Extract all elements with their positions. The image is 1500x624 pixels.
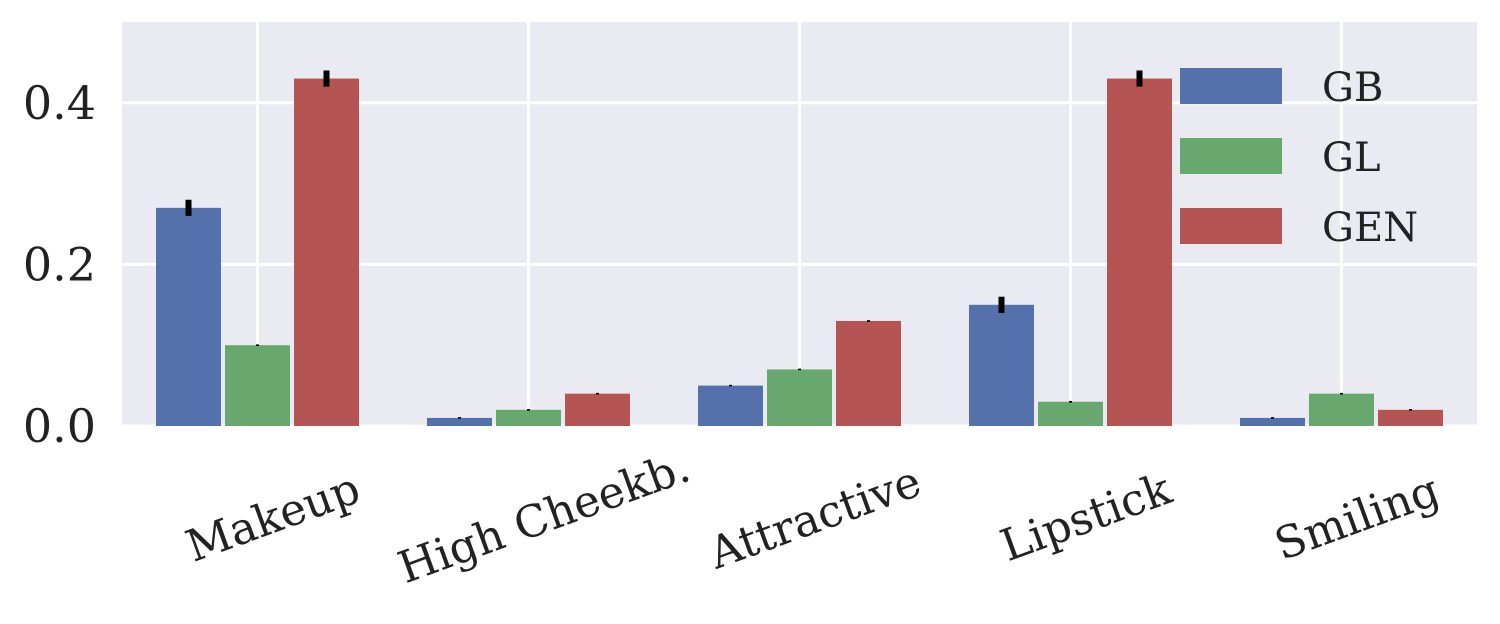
bar-gen [565, 393, 630, 426]
x-tick-label: High Cheekb. [392, 441, 697, 594]
bar-gb [1240, 417, 1305, 426]
bar-gb [698, 385, 763, 426]
bar-gl [496, 409, 561, 426]
bar-gl [1309, 393, 1374, 426]
y-tick-label: 0.0 [23, 399, 96, 453]
y-tick-label: 0.2 [23, 237, 96, 291]
legend-swatch-gen [1180, 208, 1282, 244]
legend-label: GL [1322, 135, 1381, 181]
y-tick-label: 0.4 [23, 76, 96, 130]
bar-gb [969, 304, 1034, 426]
legend-label: GB [1322, 65, 1383, 111]
bar-gl [225, 345, 290, 426]
legend-swatch-gb [1180, 68, 1282, 104]
x-tick-label: Makeup [180, 463, 367, 573]
x-tick-label: Attractive [702, 456, 928, 580]
legend: GB GL GEN [1180, 65, 1418, 251]
bar-gl [1038, 401, 1103, 426]
bar-gen [294, 78, 359, 426]
x-axis-ticks: Makeup High Cheekb. Attractive Lipstick Smil… [180, 441, 1446, 594]
bar-gen [1378, 409, 1443, 426]
y-axis-ticks: 0.0 0.2 0.4 [23, 76, 96, 453]
legend-label: GEN [1322, 205, 1418, 251]
bar-gen [836, 320, 901, 426]
bar-gl [767, 369, 832, 426]
error-bars [185, 70, 1412, 419]
bar-gen [1107, 78, 1172, 426]
legend-swatch-gl [1180, 138, 1282, 174]
bar-gb [156, 207, 221, 426]
x-tick-label: Lipstick [994, 463, 1178, 572]
bar-gb [427, 417, 492, 426]
bars [156, 78, 1443, 426]
x-tick-label: Smiling [1268, 465, 1446, 571]
